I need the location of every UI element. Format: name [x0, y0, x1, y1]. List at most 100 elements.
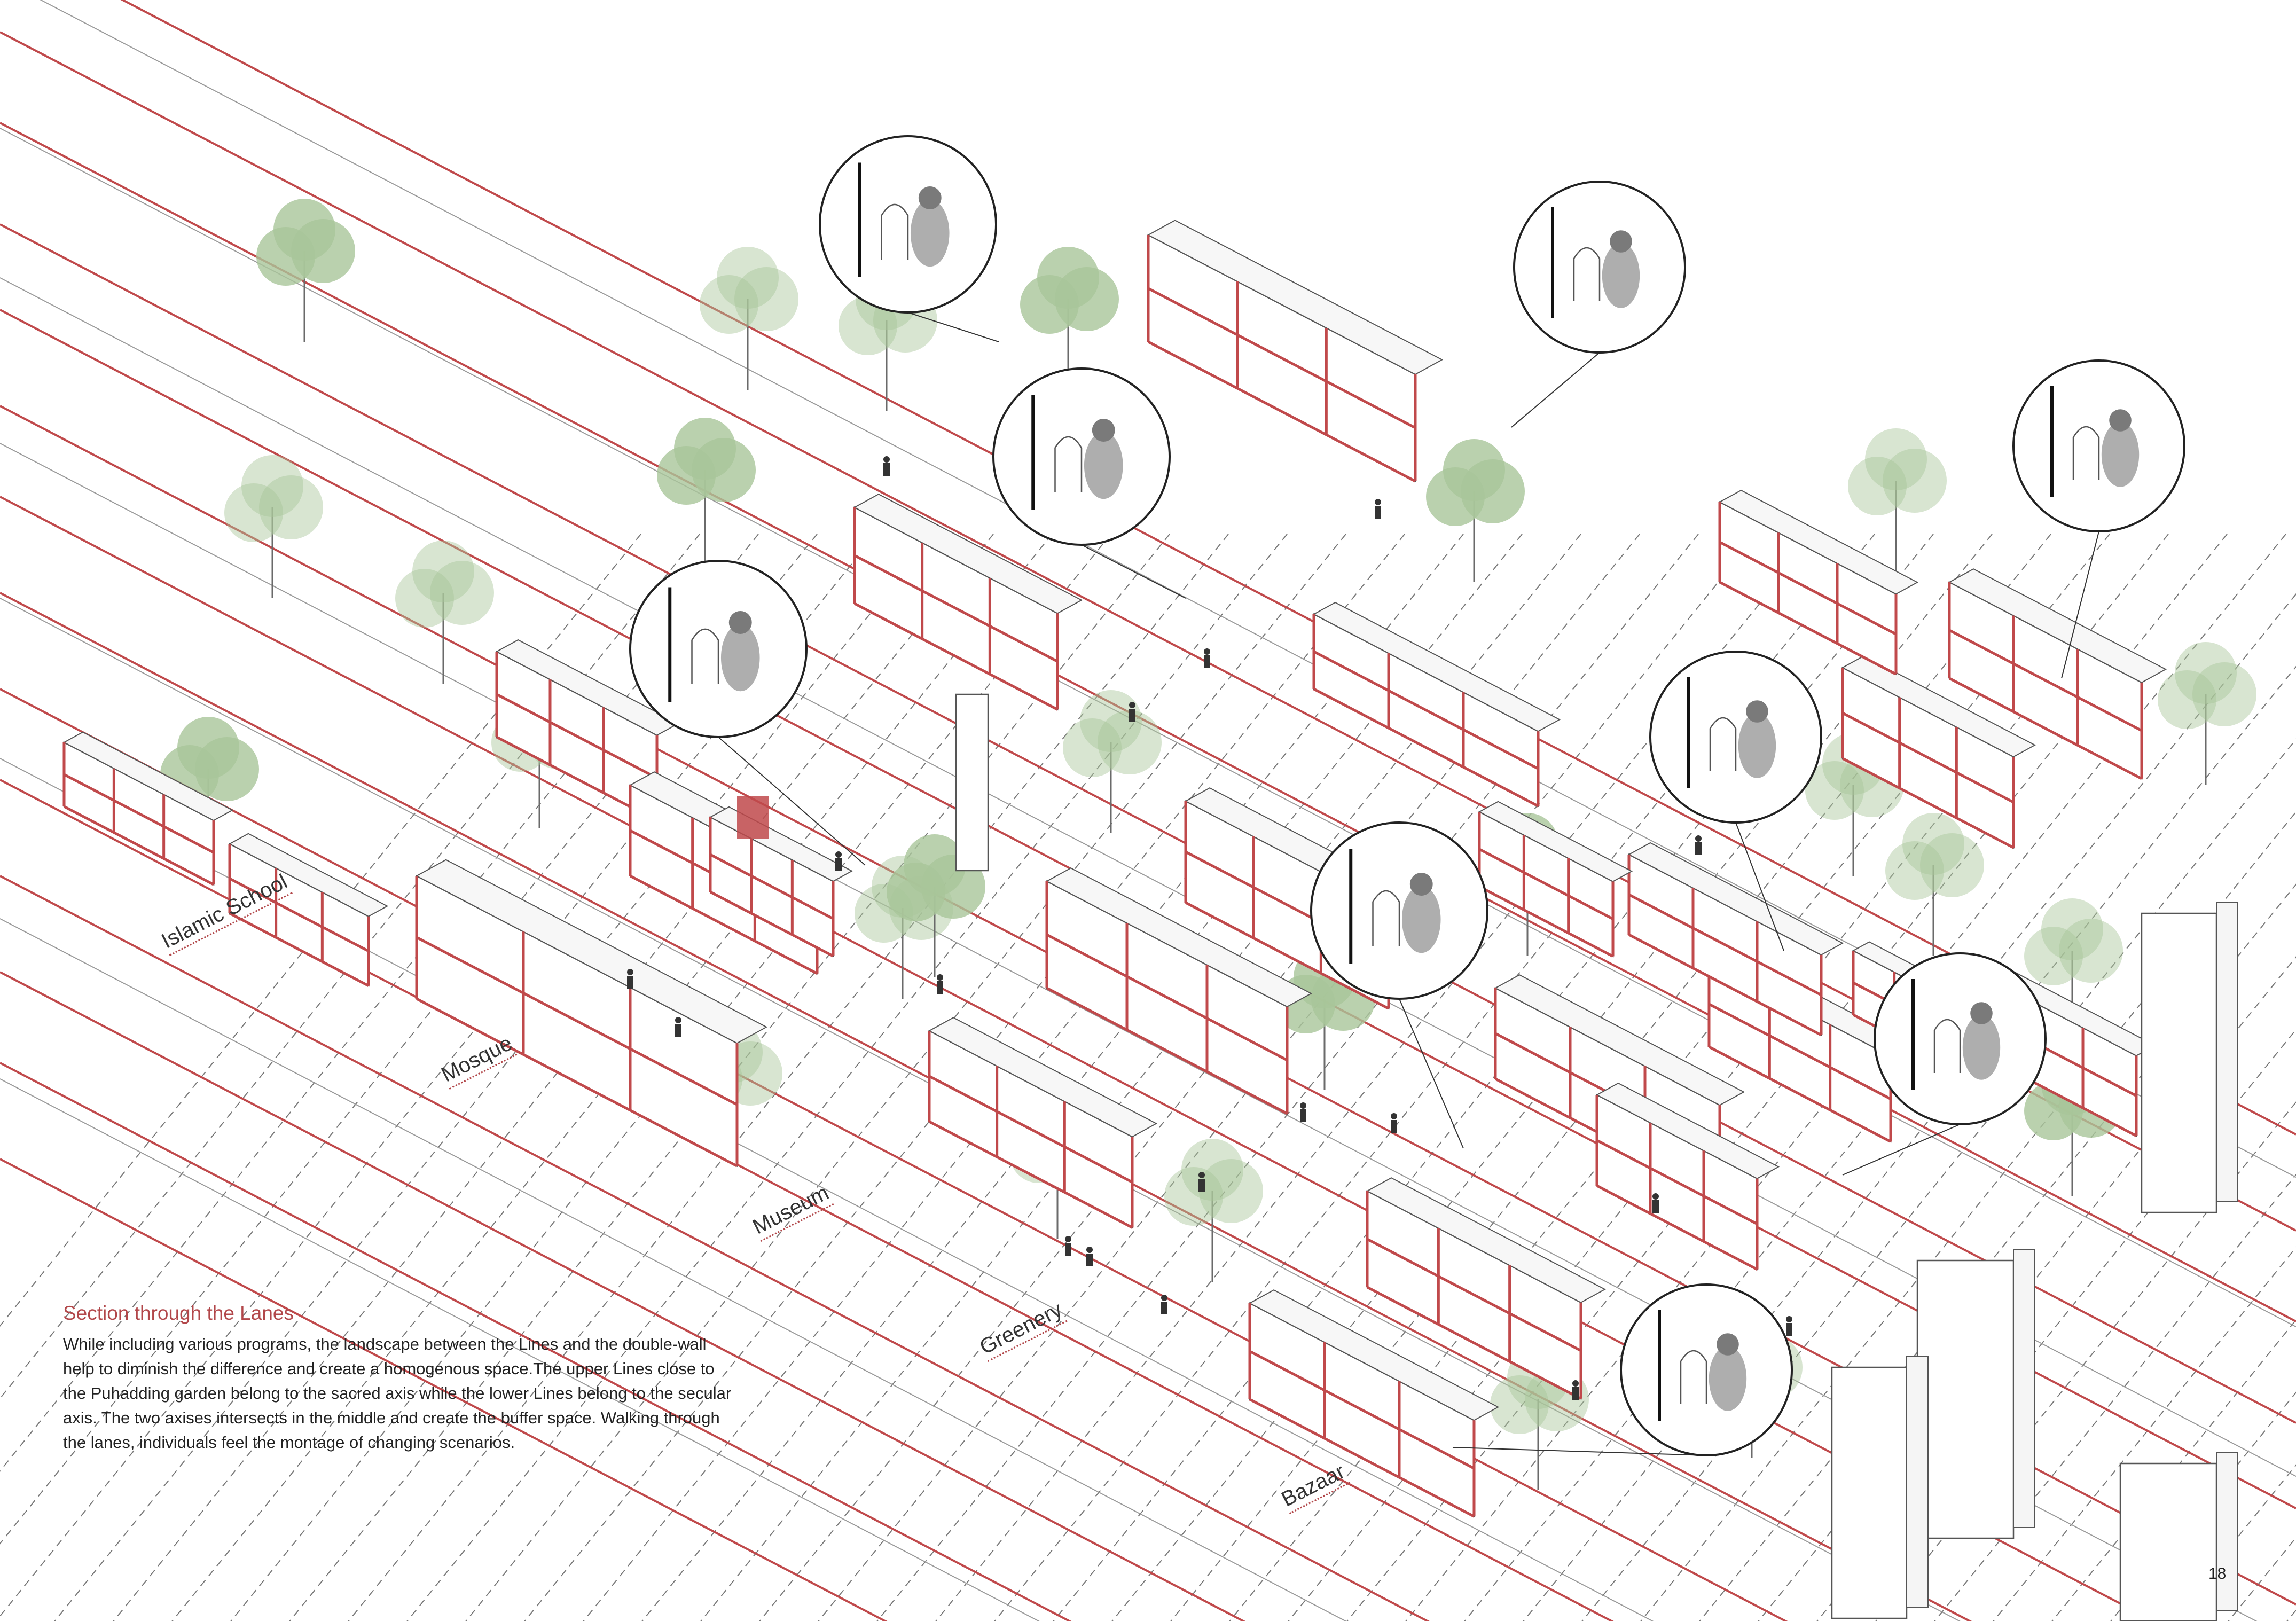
leader-line: [1399, 998, 1464, 1149]
building-block: [1595, 1082, 1780, 1271]
tower-side: [1906, 1356, 1929, 1608]
tree: [1885, 813, 1984, 956]
floor-slab: [1147, 287, 1416, 429]
person-body: [1695, 842, 1702, 855]
person-head: [1652, 1193, 1659, 1200]
person-body: [1786, 1323, 1792, 1336]
tree-canopy: [734, 267, 798, 331]
photo-vignette-child-reading-book: [629, 560, 808, 738]
person-head: [1375, 499, 1381, 505]
building-block: [415, 859, 768, 1168]
person-body: [1065, 1243, 1071, 1256]
tree: [657, 418, 756, 561]
tree-canopy: [1164, 1167, 1223, 1226]
floor-slab: [1478, 885, 1614, 958]
vignette-figure: [1738, 713, 1776, 778]
floor-slab: [853, 602, 1059, 711]
tree-canopy: [1063, 718, 1122, 777]
person-figure: [1161, 1295, 1167, 1314]
leader-line: [1081, 544, 1186, 599]
tree-canopy: [1805, 761, 1864, 820]
tree-canopy: [2158, 670, 2216, 729]
tree-canopy: [1848, 457, 1907, 515]
person-head: [1391, 1113, 1397, 1119]
person-figure: [1391, 1113, 1397, 1133]
floor-slab: [928, 1075, 1133, 1184]
leader-line: [718, 737, 866, 866]
person-figure: [835, 851, 842, 871]
tower: [2119, 1462, 2217, 1621]
person-body: [1086, 1254, 1093, 1266]
vignette-head: [2109, 409, 2132, 432]
photo-vignette-smiling-old-man-with-cap: [1620, 1283, 1793, 1456]
vignette-arch: [1709, 717, 1737, 771]
dashed-grid-line: [876, 534, 1758, 1621]
vignette-head: [728, 611, 752, 634]
person-body: [675, 1024, 681, 1037]
dashed-grid-line: [700, 534, 1581, 1621]
person-body: [1204, 655, 1210, 668]
floor-slab: [1046, 986, 1288, 1115]
dashed-grid-line: [1053, 534, 1934, 1621]
person-head: [937, 974, 943, 981]
tree-canopy: [2059, 919, 2123, 983]
tree-canopy: [1902, 813, 1964, 875]
building-block: [1248, 1289, 1500, 1518]
tree-canopy: [839, 296, 897, 355]
tree-canopy: [224, 483, 283, 542]
dashed-grid-line: [406, 534, 1288, 1621]
dashed-grid-line: [994, 534, 1875, 1621]
tree-canopy: [1199, 1159, 1263, 1223]
floor-slab: [1948, 677, 2143, 780]
vignette-figure: [1401, 886, 1441, 953]
dashed-grid-line: [759, 534, 1640, 1621]
lane-line-red: [0, 971, 1245, 1621]
person-body: [1161, 1302, 1167, 1314]
person-body: [1375, 506, 1381, 519]
tree: [1848, 428, 1947, 571]
tree-canopy: [2024, 927, 2083, 985]
floor-slab: [1948, 629, 2143, 732]
floor-slab: [1249, 1398, 1475, 1518]
person-head: [835, 851, 842, 858]
tree-canopy: [904, 834, 966, 896]
tree-canopy: [430, 561, 494, 625]
floor-slab: [1841, 711, 2015, 804]
building-block: [853, 494, 1083, 711]
person-head: [1300, 1102, 1306, 1109]
vignette-head: [1970, 1002, 1993, 1024]
person-head: [1065, 1236, 1071, 1242]
tree-canopy: [241, 455, 303, 517]
vignette-head: [1409, 873, 1433, 896]
tree-canopy: [1098, 710, 1162, 774]
building-block: [1718, 489, 1919, 676]
person-figure: [937, 974, 943, 994]
floor-slab: [629, 874, 818, 975]
photo-vignettes: [629, 135, 2185, 1456]
vignette-figure: [2101, 422, 2140, 487]
trees: [160, 199, 2256, 1490]
floor-slab: [496, 693, 658, 779]
vignette-head: [1092, 419, 1115, 442]
person-figure: [883, 456, 890, 476]
person-figure: [1652, 1193, 1659, 1213]
vignette-arch: [1372, 890, 1400, 946]
tree-canopy: [1920, 833, 1984, 897]
floor-slab: [1719, 581, 1897, 676]
floor-slab: [416, 936, 738, 1106]
floor-slab: [709, 853, 834, 920]
floor-slab: [1313, 687, 1539, 808]
dashed-grid-line: [1346, 534, 2228, 1621]
vignette-arch: [2072, 426, 2100, 480]
dashed-grid-line: [0, 534, 759, 1472]
leader-line: [1735, 822, 1784, 951]
floor-slab: [709, 890, 834, 958]
dashed-grid-line: [0, 534, 641, 1327]
vignette-figure: [1084, 432, 1123, 499]
tower-side: [2216, 1452, 2238, 1611]
person-body: [627, 976, 633, 989]
caption-title: Section through the Lanes: [63, 1302, 294, 1324]
dashed-grid-line: [54, 534, 935, 1621]
tree: [700, 247, 798, 390]
